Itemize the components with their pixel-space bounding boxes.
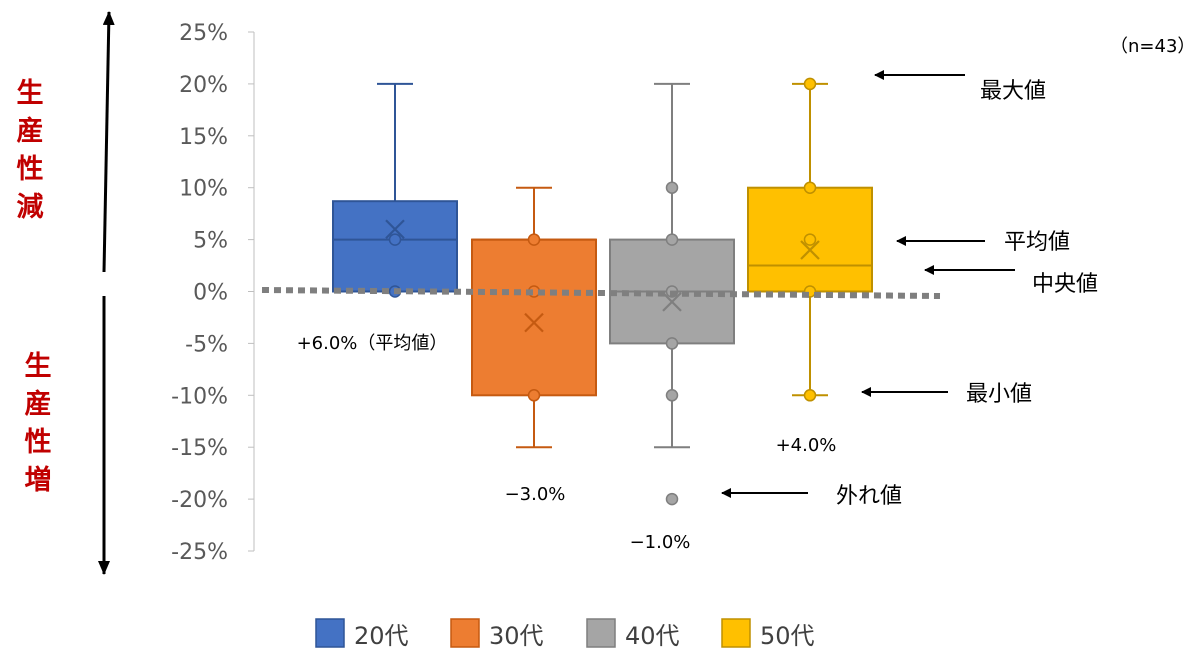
y-tick-label: -15% <box>171 436 228 461</box>
side-label-bottom-char: 増 <box>25 464 52 496</box>
legend-swatch <box>315 618 345 648</box>
side-label-bottom-char: 生 <box>25 351 52 382</box>
y-tick-label: -10% <box>171 384 228 409</box>
mean-value-label: +4.0% <box>776 435 837 456</box>
annotation-label: 平均値 <box>1004 230 1070 255</box>
legend-label: 50代 <box>760 622 815 650</box>
outlier-point <box>665 492 679 506</box>
mean-value-label: −1.0% <box>630 532 691 553</box>
mean-marker <box>800 240 820 260</box>
mean-marker <box>385 219 405 239</box>
data-point <box>527 389 541 402</box>
data-point <box>388 233 402 246</box>
side-label-top-char: 性 <box>17 154 44 185</box>
side-label-bottom-char: 産 <box>25 388 52 420</box>
arrow-up-decrease <box>102 11 115 273</box>
y-tick-label: 0% <box>193 281 228 306</box>
zero-reference-line <box>261 287 941 299</box>
annotation-label: 最小値 <box>966 382 1032 407</box>
y-tick-label: -20% <box>171 488 228 513</box>
annotation-label: 中央値 <box>1032 272 1098 297</box>
data-point <box>803 77 817 91</box>
y-tick-label: 20% <box>179 73 228 98</box>
data-point <box>527 233 541 246</box>
box-20代 <box>332 200 458 293</box>
mean-value-label: +6.0%（平均値） <box>297 333 448 354</box>
legend-label: 40代 <box>625 622 680 650</box>
side-label-top-char: 生 <box>17 78 44 109</box>
side-label-bottom-char: 性 <box>25 427 52 458</box>
y-tick-label: -5% <box>185 332 228 357</box>
data-point <box>803 233 817 246</box>
legend-swatch <box>721 618 751 648</box>
data-point <box>665 337 679 350</box>
y-tick-label: -25% <box>171 540 228 565</box>
sample-size-note: （n=43） <box>1110 36 1195 57</box>
legend-label: 20代 <box>354 622 409 650</box>
data-point <box>665 389 679 402</box>
legend-swatch <box>586 618 616 648</box>
data-point <box>803 389 817 402</box>
annotation-label: 最大値 <box>980 79 1046 104</box>
mean-value-label: −3.0% <box>505 484 566 505</box>
mean-marker <box>524 312 544 333</box>
data-point <box>665 181 679 194</box>
mean-marker <box>662 292 682 312</box>
side-label-top-char: 産 <box>17 115 44 147</box>
y-tick-label: 25% <box>179 21 228 46</box>
legend-label: 30代 <box>489 622 544 650</box>
y-tick-label: 15% <box>179 125 228 150</box>
y-tick-label: 10% <box>179 177 228 202</box>
data-point <box>665 233 679 246</box>
side-label-top-char: 減 <box>17 192 44 223</box>
annotation-label: 外れ値 <box>836 484 902 509</box>
box-30代 <box>471 238 597 397</box>
y-tick-label: 5% <box>193 229 228 254</box>
legend-swatch <box>450 618 480 648</box>
data-point <box>803 181 817 194</box>
